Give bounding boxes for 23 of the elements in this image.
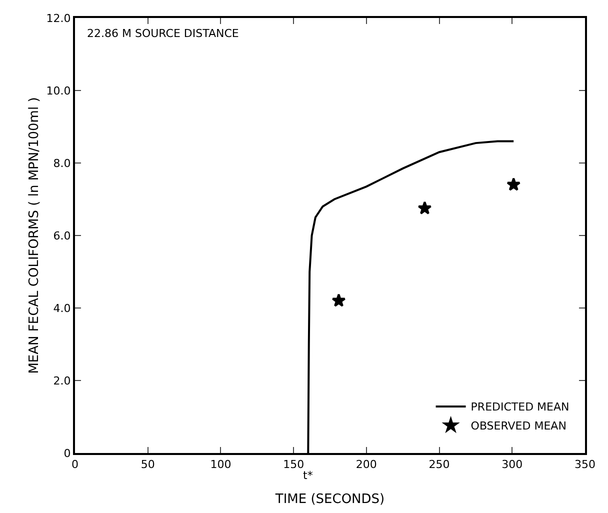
point [506, 177, 521, 191]
y-axis-title: MEAN FECAL COLIFORMS ( ln MPN/100ml ) [27, 97, 42, 374]
point [332, 293, 346, 307]
annotation: t* [303, 469, 314, 482]
y-tick-label: 4.0 [53, 302, 71, 315]
x-tick-label: 350 [574, 458, 596, 472]
x-tick-label: 100 [210, 458, 232, 472]
x-tick-label: 200 [356, 458, 377, 472]
y-tick-label: 12.0 [46, 12, 71, 25]
y-tick-label: 2.0 [53, 374, 71, 388]
x-tick-label: 250 [428, 458, 450, 472]
legend-label: OBSERVED MEAN [470, 420, 566, 433]
y-tick-label: 8.0 [53, 156, 71, 170]
legend-label: PREDICTED MEAN [470, 400, 570, 414]
x-tick-label: 300 [502, 458, 523, 472]
x-tick-label: 150 [283, 458, 304, 472]
x-axis-title: TIME (SECONDS) [274, 492, 385, 507]
x-tick-label: 50 [140, 458, 155, 472]
y-tick-label: 0 [64, 446, 71, 460]
annotation: 22.86 M SOURCE DISTANCE [87, 27, 239, 40]
point [418, 201, 432, 214]
y-tick-label: 10.0 [46, 84, 71, 98]
y-tick-label: 6.0 [53, 229, 71, 242]
